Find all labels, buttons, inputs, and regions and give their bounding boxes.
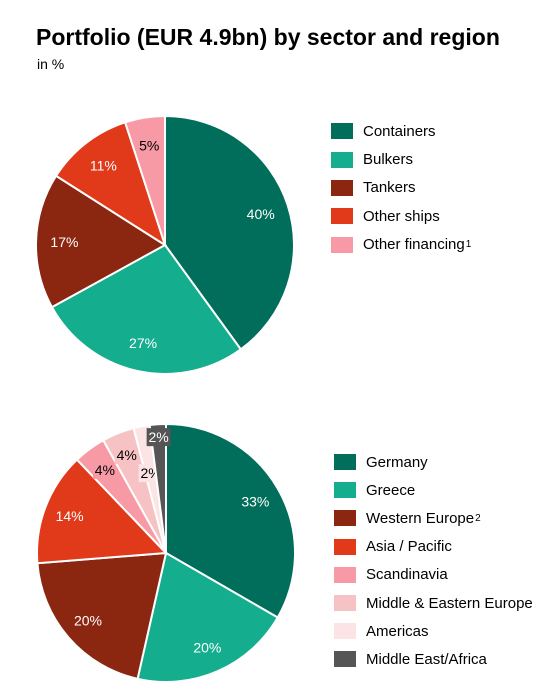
legend-item-other-ships: Other ships bbox=[331, 202, 471, 230]
legend-label: Middle East/Africa bbox=[366, 650, 487, 668]
data-label-middle-eastern-europe: 4% bbox=[117, 447, 137, 463]
data-label-bg bbox=[92, 460, 117, 479]
data-label-bg bbox=[114, 445, 139, 464]
pie-slice-greece bbox=[136, 551, 280, 683]
legend-item-containers: Containers bbox=[331, 117, 471, 145]
data-label-containers: 40% bbox=[247, 206, 275, 222]
data-label-bg bbox=[146, 428, 171, 447]
footnote-marker: 2 bbox=[475, 512, 481, 524]
legend-item-greece: Greece bbox=[334, 476, 533, 504]
legend-swatch bbox=[334, 482, 356, 499]
legend-item-scandinavia: Scandinavia bbox=[334, 561, 533, 589]
sector-legend: Containers Bulkers Tankers Other ships Other… bbox=[331, 117, 471, 259]
legend-label: Greece bbox=[366, 481, 416, 499]
data-label-germany: 33% bbox=[241, 493, 269, 509]
legend-label: Americas bbox=[366, 622, 429, 640]
data-label-other-financing: 5% bbox=[139, 138, 159, 154]
legend-label: Tankers bbox=[363, 179, 416, 197]
chart-subtitle: in % bbox=[37, 56, 65, 72]
legend-item-germany: Germany bbox=[334, 448, 533, 476]
legend-swatch bbox=[331, 236, 353, 253]
data-label-scandinavia: 4% bbox=[95, 462, 115, 478]
legend-item-middle-eastern-europe: Middle & Eastern Europe bbox=[334, 589, 533, 617]
footnote-marker: 1 bbox=[465, 239, 472, 251]
legend-label: Western Europe bbox=[366, 509, 475, 527]
data-label-western-europe: 20% bbox=[74, 613, 102, 629]
pie-slice-containers bbox=[164, 114, 295, 351]
legend-swatch bbox=[331, 179, 353, 196]
legend-swatch bbox=[331, 151, 353, 168]
pie-slice-germany bbox=[165, 422, 296, 619]
chart-title: Portfolio (EUR 4.9bn) by sector and regi… bbox=[36, 24, 500, 50]
legend-swatch bbox=[334, 623, 356, 640]
data-label-other-ships: 11% bbox=[90, 157, 117, 173]
data-label-greece: 20% bbox=[193, 640, 221, 656]
legend-label: Scandinavia bbox=[366, 566, 448, 584]
legend-label: Bulkers bbox=[363, 151, 414, 169]
pie-slice-western-europe bbox=[36, 551, 168, 681]
legend-label: Germany bbox=[366, 453, 428, 471]
legend-label: Containers bbox=[363, 122, 436, 140]
data-label-asia-pacific: 14% bbox=[56, 508, 84, 524]
legend-swatch bbox=[331, 208, 353, 225]
legend-item-western-europe: Western Europe 2 bbox=[334, 504, 533, 532]
pie-slice-bulkers bbox=[50, 243, 243, 375]
legend-swatch bbox=[334, 510, 356, 527]
legend-swatch bbox=[334, 595, 356, 612]
data-label-tankers: 17% bbox=[50, 234, 78, 250]
legend-swatch bbox=[334, 566, 356, 583]
data-label-bulkers: 27% bbox=[129, 335, 157, 351]
legend-item-tankers: Tankers bbox=[331, 174, 471, 202]
legend-item-asia-pacific: Asia / Pacific bbox=[334, 533, 533, 561]
legend-swatch bbox=[334, 651, 356, 668]
legend-label: Other ships bbox=[363, 207, 440, 225]
legend-item-americas: Americas bbox=[334, 617, 533, 645]
data-label-middle-east-africa: 2% bbox=[149, 429, 169, 445]
pie-slice-asia-pacific bbox=[36, 458, 169, 565]
sector-pie: 40% 27% 17% 11% 5% bbox=[35, 114, 295, 375]
legend-swatch bbox=[334, 454, 356, 471]
pie-slice-other-ships bbox=[54, 121, 167, 248]
region-legend: Germany Greece Western Europe 2 Asia / Pacif… bbox=[334, 448, 533, 674]
legend-swatch bbox=[334, 538, 356, 555]
legend-item-middle-east-africa: Middle East/Africa bbox=[334, 645, 533, 673]
legend-item-bulkers: Bulkers bbox=[331, 145, 471, 173]
legend-label: Other financing bbox=[363, 236, 465, 254]
region-pie: 33%20%20%14%4%4%2%2% bbox=[36, 422, 296, 683]
pie-slice-tankers bbox=[35, 174, 167, 309]
pie-slice-middle-east-africa bbox=[148, 422, 167, 554]
legend-swatch bbox=[331, 123, 353, 140]
legend-label: Asia / Pacific bbox=[366, 538, 452, 556]
legend-label: Middle & Eastern Europe bbox=[366, 594, 533, 612]
legend-item-other-financing: Other financing 1 bbox=[331, 231, 471, 259]
pie-slice-other-financing bbox=[123, 114, 166, 246]
